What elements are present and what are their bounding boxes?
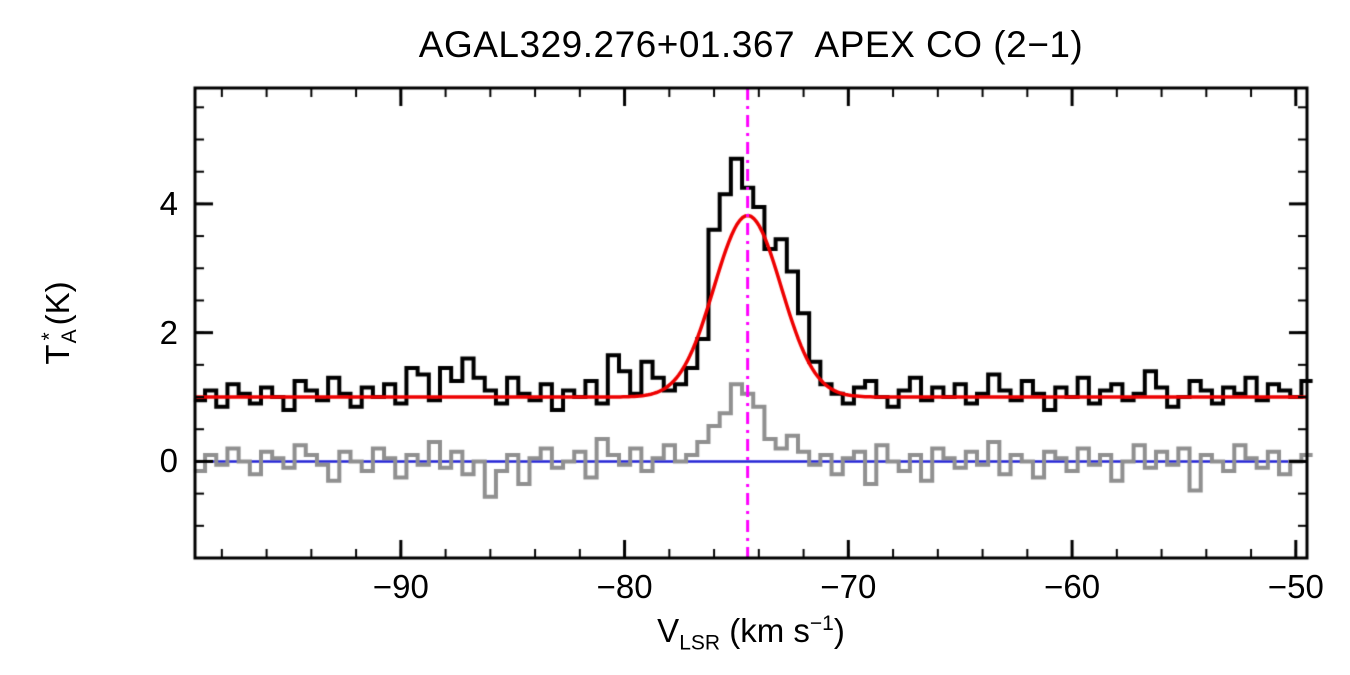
y-axis-sub-sup: * A (38, 329, 81, 344)
x-axis-unit-close: ) (833, 612, 845, 649)
y-axis-subscript: A (58, 329, 81, 344)
x-axis-label: VLSR (km s−1) (195, 612, 1307, 656)
x-axis-exponent: −1 (809, 612, 834, 635)
y-axis-unit: (K) (39, 281, 76, 326)
y-axis-symbol: T (39, 344, 76, 365)
y-tick-label-2: 2 (159, 313, 178, 351)
y-tick-label-4: 4 (159, 184, 178, 222)
chart-title: AGAL329.276+01.367 APEX CO (2−1) (418, 24, 1084, 65)
x-tick-label-−60: −60 (1044, 568, 1101, 605)
y-axis-label: T * A (K) (38, 281, 81, 365)
x-tick-label-−70: −70 (820, 568, 877, 605)
x-axis-unit-open: (km s (729, 612, 810, 649)
x-axis-subscript: LSR (679, 631, 721, 655)
x-tick-label-−80: −80 (596, 568, 653, 605)
y-axis-superscript: * (38, 332, 62, 341)
x-axis-symbol: V (657, 612, 680, 649)
x-tick-label-−50: −50 (1267, 568, 1324, 605)
y-tick-label-0: 0 (159, 442, 178, 480)
x-tick-label-−90: −90 (372, 568, 429, 605)
